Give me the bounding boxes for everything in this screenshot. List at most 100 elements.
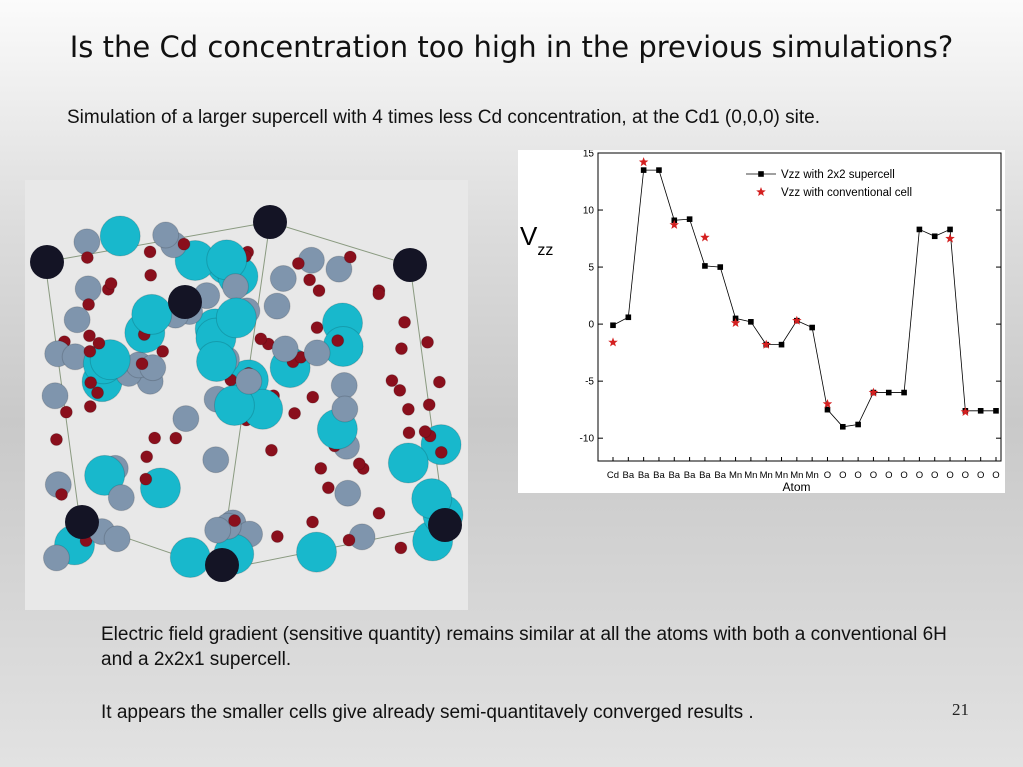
point xyxy=(608,337,618,347)
y-axis-label-main: V xyxy=(520,221,538,251)
point xyxy=(730,318,741,327)
atom xyxy=(83,399,97,413)
point xyxy=(610,322,616,329)
atom xyxy=(140,450,154,464)
atom xyxy=(387,442,429,484)
atom xyxy=(80,251,94,265)
atom xyxy=(321,481,335,495)
atom xyxy=(306,390,320,404)
x-tick-label: Ba xyxy=(699,470,711,481)
atom xyxy=(202,446,230,474)
y-tick-label: -10 xyxy=(580,434,595,445)
atom xyxy=(169,431,183,445)
atom xyxy=(99,215,141,257)
point xyxy=(901,389,907,396)
x-tick-label: O xyxy=(885,470,892,481)
atom xyxy=(270,530,284,544)
atom xyxy=(169,537,211,579)
x-tick-label: O xyxy=(946,470,953,481)
plot-frame xyxy=(597,152,1002,462)
atom xyxy=(84,376,98,390)
point xyxy=(916,226,923,233)
point xyxy=(778,341,785,348)
atom xyxy=(41,382,69,410)
point xyxy=(885,389,892,396)
y-tick-label: 15 xyxy=(583,150,595,160)
atom xyxy=(271,335,299,363)
atom xyxy=(91,386,105,400)
atom xyxy=(89,339,131,381)
atom xyxy=(418,425,432,439)
x-tick-label: O xyxy=(870,470,877,481)
atom xyxy=(156,344,170,358)
x-tick-label: Ba xyxy=(653,470,665,481)
point xyxy=(809,324,815,331)
atom xyxy=(398,315,412,329)
atom xyxy=(204,516,232,544)
atom xyxy=(432,375,446,389)
atom xyxy=(291,256,305,270)
x-tick-label: Mn xyxy=(729,470,742,481)
atom xyxy=(331,395,359,423)
point xyxy=(945,233,955,243)
x-tick-label: O xyxy=(824,470,831,481)
atom xyxy=(434,445,448,459)
atom xyxy=(143,245,157,259)
atom xyxy=(196,341,238,383)
atom xyxy=(144,268,158,282)
x-tick-label: Ba xyxy=(623,470,635,481)
atom xyxy=(103,525,131,553)
point xyxy=(656,167,662,173)
atom xyxy=(322,325,364,367)
x-tick-label: O xyxy=(916,470,923,481)
atom xyxy=(82,329,96,343)
atom xyxy=(74,275,102,303)
x-tick-label: Ba xyxy=(668,470,680,481)
y-axis-label-sub: zz xyxy=(537,242,553,259)
atom xyxy=(139,472,153,486)
atom xyxy=(30,245,64,279)
atom xyxy=(168,285,202,319)
atom xyxy=(92,336,106,350)
atom xyxy=(206,239,248,281)
atom xyxy=(421,335,435,349)
point xyxy=(700,232,710,242)
point xyxy=(669,219,679,229)
x-tick-label: O xyxy=(977,470,984,481)
atom xyxy=(394,342,408,356)
atom xyxy=(215,297,257,339)
atom xyxy=(393,248,427,282)
point xyxy=(822,399,833,408)
atom xyxy=(148,431,162,445)
point xyxy=(761,339,771,349)
point xyxy=(756,187,766,196)
atom xyxy=(428,508,462,542)
atom xyxy=(402,426,416,440)
x-tick-label: Mn xyxy=(744,470,757,481)
point xyxy=(947,226,953,233)
atom xyxy=(107,484,135,512)
point xyxy=(748,319,754,325)
atom xyxy=(330,372,358,400)
atom xyxy=(303,273,317,287)
x-tick-label: Ba xyxy=(714,470,726,481)
body-text: Electric field gradient (sensitive quant… xyxy=(101,624,947,670)
atom xyxy=(59,405,73,419)
atom xyxy=(310,321,324,335)
atom xyxy=(63,306,91,334)
crystal-image xyxy=(25,180,468,610)
atom xyxy=(253,205,287,239)
atom xyxy=(296,531,338,573)
y-tick-label: 5 xyxy=(588,263,594,274)
atom xyxy=(264,443,278,457)
atom xyxy=(82,297,96,311)
atom xyxy=(372,287,386,301)
atom xyxy=(104,277,118,291)
x-tick-label: O xyxy=(900,470,907,481)
x-tick-label: O xyxy=(854,470,861,481)
x-tick-label: Mn xyxy=(775,470,788,481)
body-text: It appears the smaller cells give alread… xyxy=(101,702,754,723)
atom xyxy=(42,544,70,572)
